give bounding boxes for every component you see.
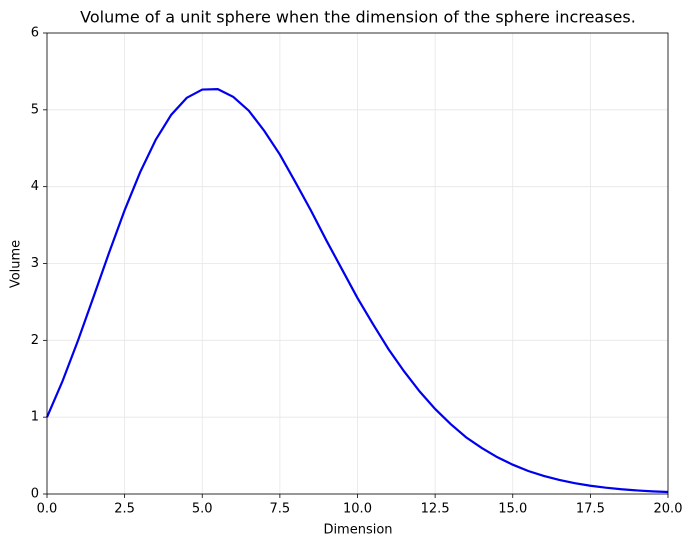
y-tick-label: 6 xyxy=(31,26,39,41)
y-tick-label: 5 xyxy=(31,102,39,117)
x-tick-label: 10.0 xyxy=(343,502,372,517)
x-tick-label: 2.5 xyxy=(114,502,135,517)
y-axis-label: Volume xyxy=(9,240,24,288)
chart-title: Volume of a unit sphere when the dimensi… xyxy=(80,8,636,27)
data-line xyxy=(45,88,669,494)
x-axis-label: Dimension xyxy=(323,523,392,538)
x-tick-label: 12.5 xyxy=(421,502,450,517)
plot-frame xyxy=(46,32,669,495)
y-tick-label: 2 xyxy=(31,333,39,348)
y-tick-label: 1 xyxy=(31,410,39,425)
x-tick-label: 5.0 xyxy=(192,502,213,517)
y-tick-label: 3 xyxy=(31,256,39,271)
x-tick-label: 17.5 xyxy=(576,502,605,517)
y-tick-label: 0 xyxy=(31,487,39,502)
x-tick-label: 20.0 xyxy=(654,502,683,517)
x-tick-label: 7.5 xyxy=(270,502,291,517)
y-tick-label: 4 xyxy=(31,179,39,194)
x-tick-label: 0.0 xyxy=(37,502,58,517)
x-tick-label: 15.0 xyxy=(498,502,527,517)
